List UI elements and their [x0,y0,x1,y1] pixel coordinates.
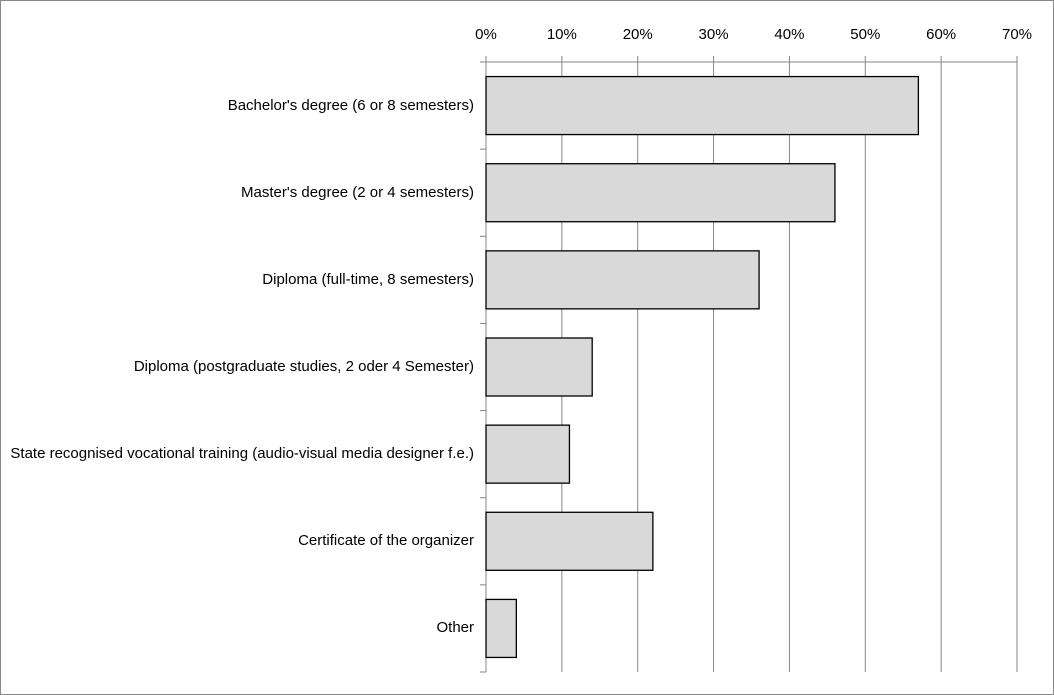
x-tick-label: 30% [699,26,729,43]
y-tick-label: State recognised vocational training (au… [10,445,474,463]
bar [485,75,920,136]
bar [485,511,654,571]
x-tick-label: 70% [1002,26,1032,43]
x-tick-label: 40% [774,26,804,43]
x-tick-label: 20% [623,26,653,43]
y-tick-label: Diploma (full-time, 8 semesters) [262,270,474,288]
bar [485,250,760,310]
x-tick-label: 50% [850,26,880,43]
bar [485,163,836,223]
y-tick-label: Certificate of the organizer [298,532,474,550]
y-tick-label: Master's degree (2 or 4 semesters) [241,183,474,201]
y-tick-label: Bachelor's degree (6 or 8 semesters) [227,96,474,114]
x-tick-label: 0% [475,26,497,43]
y-tick-label: Other [436,619,474,637]
x-tick-label: 10% [547,26,577,43]
bar [485,598,517,659]
bar [485,424,571,484]
y-tick-label: Diploma (postgraduate studies, 2 oder 4 … [133,358,474,375]
bar [485,337,593,397]
x-tick-label: 60% [926,26,956,43]
